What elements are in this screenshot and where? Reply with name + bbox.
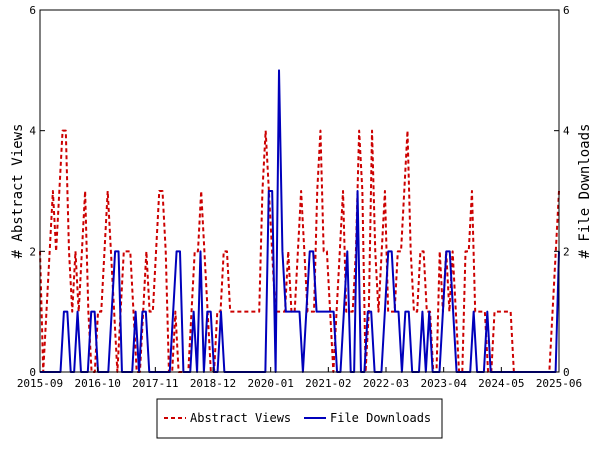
y-tick-label-right: 0 [563,366,570,379]
plot-frame [39,9,560,373]
x-tick-label: 2015-09 [17,377,63,390]
x-tick-label: 2021-02 [305,377,351,390]
x-tick-label: 2020-01 [247,377,293,390]
legend-label-file-downloads: File Downloads [330,411,431,425]
y-tick-label-left: 4 [29,125,36,138]
series-line-file-downloads [40,69,560,373]
x-tick-label: 2023-04 [420,377,467,390]
x-tick-label: 2016-10 [74,377,120,390]
y-tick-label-right: 2 [563,245,570,258]
x-tick-label: 2022-03 [363,377,409,390]
y-axis-title-right: # File Downloads [577,124,593,259]
x-tick-label: 2017-11 [132,377,178,390]
x-tick-label: 2025-06 [536,377,582,390]
y-tick-label-right: 4 [563,125,570,138]
x-tick-label: 2018-12 [190,377,236,390]
series-line-abstract-views [39,129,560,373]
legend: Abstract Views File Downloads [156,398,443,439]
x-tick-label: 2024-05 [478,377,524,390]
y-tick-label-left: 6 [29,4,36,17]
legend-label-abstract-views: Abstract Views [190,411,291,425]
y-axis-title-left: # Abstract Views [10,124,26,259]
y-tick-label-left: 0 [29,366,36,379]
legend-box [156,398,443,439]
y-tick-label-right: 6 [563,4,570,17]
y-tick-label-left: 2 [29,245,36,258]
